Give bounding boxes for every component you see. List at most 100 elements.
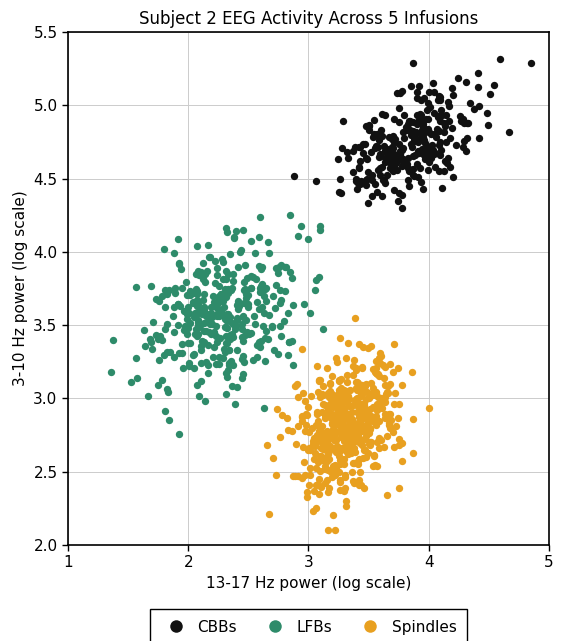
Point — [372, 363, 381, 374]
Point — [367, 174, 376, 185]
Point — [402, 125, 411, 135]
Point — [434, 140, 443, 151]
Point — [174, 299, 183, 309]
Point — [226, 312, 235, 322]
Point — [225, 249, 234, 259]
Point — [248, 272, 258, 283]
Point — [207, 319, 216, 329]
Point — [239, 298, 248, 308]
Point — [370, 129, 379, 139]
Point — [270, 303, 279, 313]
Point — [179, 325, 188, 335]
Point — [394, 188, 403, 198]
Point — [358, 412, 367, 422]
Point — [199, 301, 208, 312]
Point — [378, 174, 387, 185]
Point — [352, 396, 361, 406]
Point — [195, 322, 204, 332]
Point — [225, 358, 234, 368]
Point — [159, 349, 168, 360]
Point — [339, 443, 348, 453]
Point — [342, 353, 351, 363]
Point — [316, 435, 325, 445]
Point — [370, 450, 379, 460]
Point — [345, 435, 354, 445]
Point — [241, 260, 250, 271]
Point — [131, 353, 140, 363]
Point — [395, 103, 404, 113]
Point — [308, 423, 317, 433]
Point — [409, 151, 418, 161]
Point — [335, 475, 344, 485]
Point — [153, 333, 162, 344]
Point — [215, 294, 224, 304]
Point — [315, 392, 324, 402]
Point — [182, 314, 191, 324]
Point — [185, 308, 194, 318]
Point — [196, 345, 205, 355]
Point — [330, 525, 339, 535]
Point — [226, 356, 235, 366]
Point — [355, 419, 365, 429]
Point — [343, 385, 352, 395]
Point — [346, 445, 355, 456]
Point — [335, 409, 344, 419]
Point — [317, 451, 326, 461]
Point — [276, 296, 285, 306]
Point — [353, 184, 362, 194]
Point — [420, 137, 429, 147]
Point — [421, 127, 430, 137]
Point — [430, 149, 439, 160]
Point — [239, 351, 248, 361]
Point — [377, 162, 386, 172]
Point — [316, 221, 325, 231]
Point — [219, 353, 228, 363]
Point — [384, 408, 393, 419]
Point — [280, 287, 289, 297]
Point — [183, 302, 192, 312]
Point — [293, 421, 302, 431]
Point — [344, 153, 353, 163]
Point — [318, 428, 327, 438]
Point — [284, 350, 293, 360]
Point — [342, 413, 351, 424]
Point — [424, 146, 434, 156]
Point — [363, 409, 372, 419]
Point — [361, 175, 370, 185]
Point — [221, 338, 230, 348]
Point — [443, 158, 452, 168]
Point — [230, 232, 239, 242]
Point — [203, 240, 212, 251]
Point — [228, 269, 237, 279]
Point — [225, 345, 234, 355]
Point — [388, 154, 397, 165]
Point — [207, 318, 216, 328]
Point — [338, 454, 347, 464]
Point — [325, 392, 334, 403]
Point — [387, 415, 396, 425]
Point — [245, 329, 254, 339]
Point — [333, 406, 342, 417]
Point — [161, 406, 170, 417]
Point — [340, 454, 349, 464]
Point — [363, 387, 372, 397]
Point — [381, 157, 390, 167]
Point — [186, 318, 195, 328]
Point — [433, 124, 442, 134]
Point — [169, 311, 178, 321]
Point — [193, 301, 202, 311]
Point — [349, 400, 358, 410]
Point — [353, 377, 362, 387]
Point — [475, 133, 484, 143]
Point — [315, 451, 324, 462]
Point — [160, 324, 169, 334]
Point — [345, 424, 354, 434]
Point — [286, 267, 295, 277]
Point — [395, 117, 404, 128]
Point — [293, 379, 302, 389]
Point — [483, 108, 492, 118]
Point — [350, 142, 359, 152]
Point — [340, 403, 349, 413]
Point — [327, 418, 336, 428]
Point — [227, 317, 236, 328]
